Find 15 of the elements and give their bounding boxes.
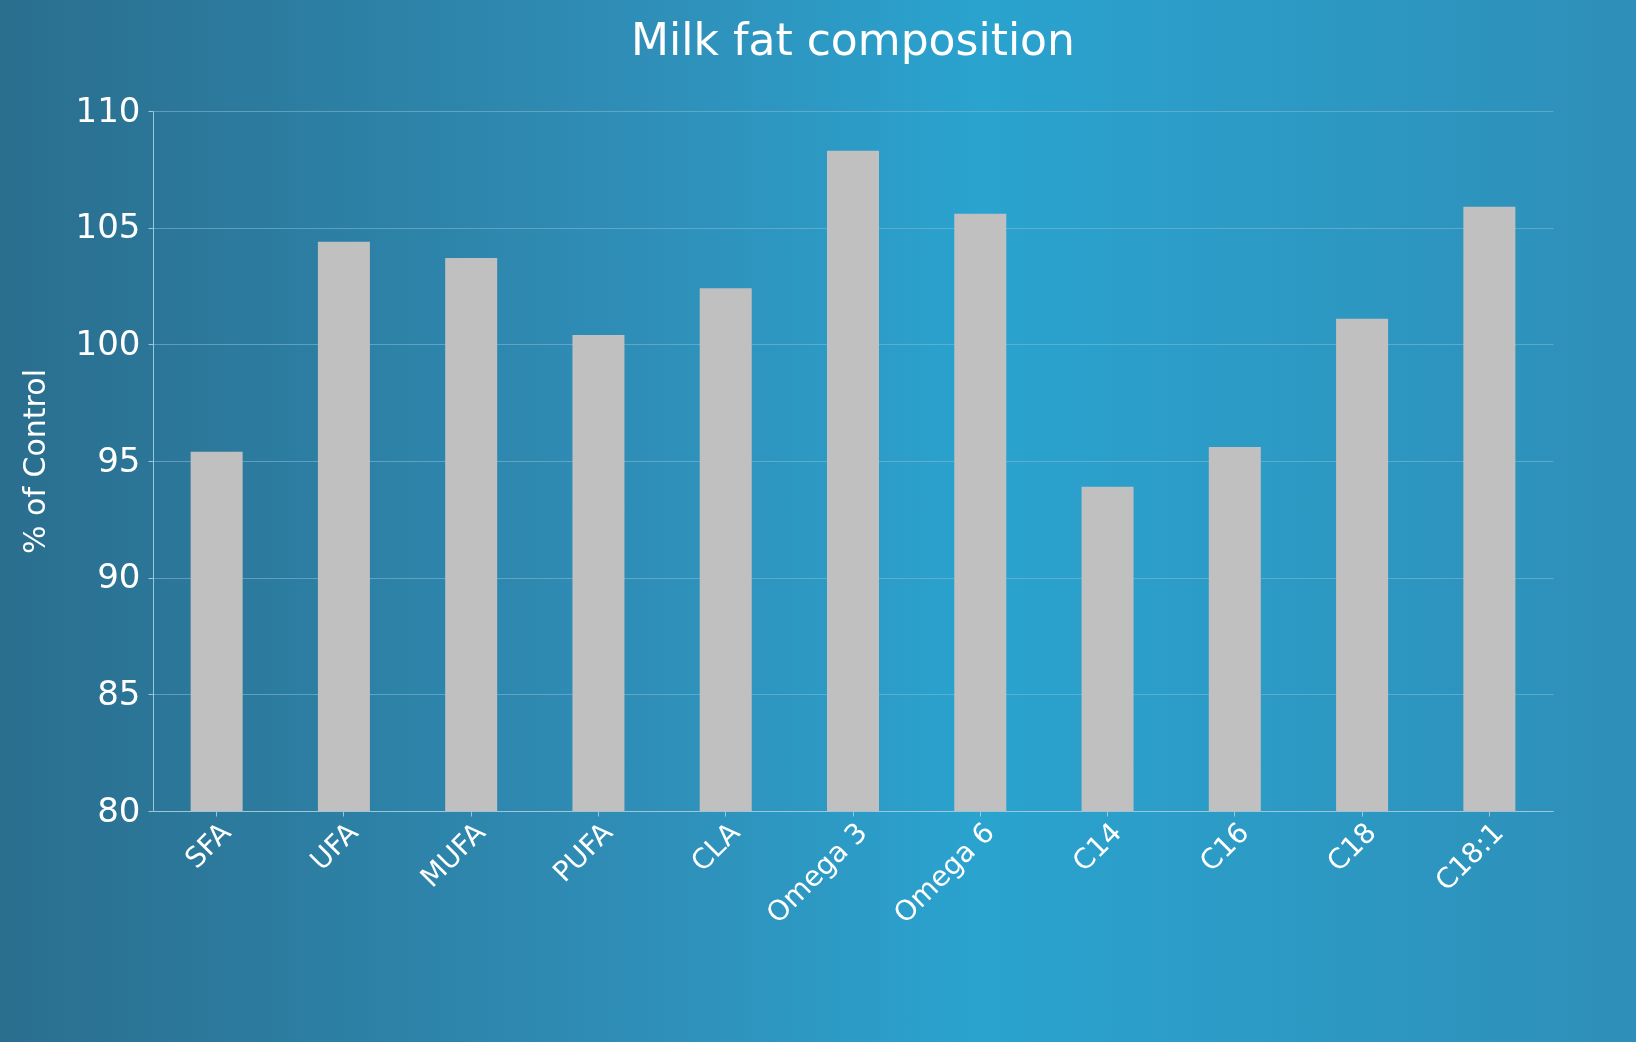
x-tick-label: C16 [1192, 815, 1256, 879]
y-tick-label: 80 [97, 789, 141, 830]
y-tick-label: 105 [75, 206, 141, 247]
chart-title: Milk fat composition [631, 14, 1075, 65]
y-tick-label: 85 [97, 672, 141, 713]
x-tick-label: C14 [1065, 815, 1129, 879]
y-tick-label: 100 [75, 322, 141, 363]
y-axis-title: % of Control [16, 369, 52, 554]
x-tick-label: CLA [684, 815, 747, 878]
x-tick-label: C18 [1320, 815, 1383, 879]
y-tick-label: 95 [97, 439, 141, 480]
y-tick-label: 90 [97, 556, 141, 597]
x-tick-label: SFA [178, 815, 238, 875]
x-tick-label: UFA [303, 815, 365, 877]
y-tick-label: 110 [75, 89, 141, 130]
